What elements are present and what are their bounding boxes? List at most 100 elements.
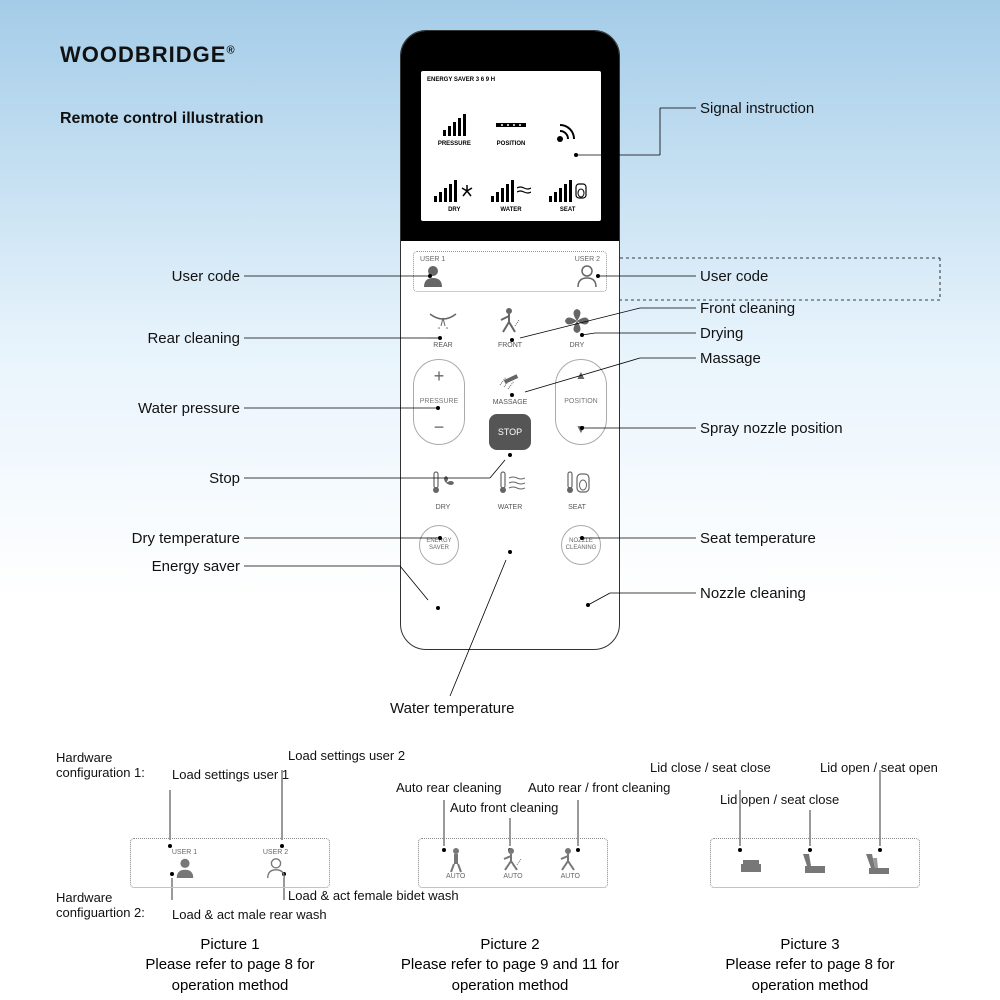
stop-button[interactable]: STOP (489, 414, 531, 450)
caption-3: Picture 3 Please refer to page 8 for oper… (680, 935, 940, 996)
nozzle-cleaning-label: NOZZLE CLEANING (566, 538, 597, 551)
lbl-male: Load & act male rear wash (172, 907, 327, 922)
cap1-title: Picture 1 (200, 936, 259, 953)
pic3-2 (790, 850, 840, 876)
picture-3 (710, 838, 920, 888)
person-icon (446, 847, 466, 873)
screen-dry: DRY (427, 149, 482, 213)
user2-button[interactable]: USER 2 (575, 256, 600, 287)
user1-label: USER 1 (420, 256, 445, 263)
remote-buttons: USER 1 USER 2 REAR FRONT DRY +PRESSURE− … (401, 241, 619, 575)
person-sit-icon (501, 847, 525, 873)
seat-temp-icon (562, 468, 592, 498)
cap2-title: Picture 2 (480, 936, 539, 953)
user2-label: USER 2 (575, 256, 600, 263)
rear-button[interactable]: REAR (413, 302, 473, 349)
nozzle-cleaning-button[interactable]: NOZZLE CLEANING (561, 525, 601, 565)
lbl-lidoc: Lid open / seat close (720, 792, 839, 807)
lbl-autorear: Auto rear cleaning (396, 780, 502, 795)
seat-label: SEAT (568, 504, 586, 511)
rear-label: REAR (433, 342, 452, 349)
cleaning-row: REAR FRONT DRY (413, 302, 607, 349)
screen-lbl-position: POSITION (497, 141, 526, 147)
plus-icon: + (434, 366, 445, 387)
lbl-drytemp: Dry temperature (132, 530, 240, 547)
dry-temp-icon (428, 468, 458, 498)
pic2-a2: AUTO (488, 847, 538, 880)
dry-label: DRY (570, 342, 585, 349)
lbl-drying: Drying (700, 325, 743, 342)
temp-row: DRY WATER SEAT (413, 464, 607, 511)
lbl-autoboth: Auto rear / front cleaning (528, 780, 670, 795)
brand-title: WOODBRIDGE® (60, 42, 236, 68)
user-row: USER 1 USER 2 (413, 251, 607, 292)
front-label: FRONT (498, 342, 522, 349)
user-filled-icon (174, 856, 196, 878)
water-temp-button[interactable]: WATER (480, 464, 540, 511)
screen-position: POSITION (484, 83, 539, 147)
user-filled-icon (421, 263, 445, 287)
front-button[interactable]: FRONT (480, 302, 540, 349)
pic2-a3: AUTO (545, 847, 595, 880)
lbl-loadu1: Load settings user 1 (172, 767, 289, 782)
pressure-rocker[interactable]: +PRESSURE− (413, 359, 465, 445)
user-outline-icon (265, 856, 287, 878)
screen-signal (540, 83, 595, 147)
screen-lbl-pressure: PRESSURE (438, 141, 471, 147)
user-outline-icon (575, 263, 599, 287)
cap3-title: Picture 3 (780, 936, 839, 953)
lbl-hw1: Hardware configuration 1: (56, 750, 145, 780)
screen-lbl-water: WATER (500, 207, 521, 213)
cap1-body: Please refer to page 8 for operation met… (145, 956, 314, 993)
lbl-usercode-l: User code (172, 268, 240, 285)
massage-icon (494, 365, 526, 391)
brand-text: WOODBRIDGE (60, 42, 226, 67)
screen-lbl-seat: SEAT (560, 207, 576, 213)
lbl-usercode-r: User code (700, 268, 768, 285)
energy-saver-label: ENERGY SAVER (426, 538, 451, 551)
lid-open-seat-open-icon (865, 850, 893, 876)
registered-mark: ® (226, 45, 235, 57)
pic2-a1-label: AUTO (446, 873, 465, 880)
picture-1: USER 1 USER 2 (130, 838, 330, 888)
remote-top: ENERGY SAVER 3 6 9 H PRESSURE POSITION D… (401, 31, 619, 241)
pic2-a2-label: AUTO (503, 873, 522, 880)
position-label: POSITION (564, 398, 597, 405)
energy-saver-button[interactable]: ENERGY SAVER (419, 525, 459, 565)
dry-button[interactable]: DRY (547, 302, 607, 349)
lbl-hw2: Hardware configuartion 2: (56, 890, 145, 920)
massage-label: MASSAGE (493, 399, 528, 406)
seat-temp-button[interactable]: SEAT (547, 464, 607, 511)
fan-icon (562, 306, 592, 336)
pressure-label: PRESSURE (420, 398, 459, 405)
user1-button[interactable]: USER 1 (420, 256, 445, 287)
lbl-nozzle: Nozzle cleaning (700, 585, 806, 602)
pic1-user1: USER 1 (160, 849, 210, 878)
lbl-autofront: Auto front cleaning (450, 800, 558, 815)
lcd-screen: ENERGY SAVER 3 6 9 H PRESSURE POSITION D… (421, 71, 601, 221)
lid-open-seat-closed-icon (801, 850, 829, 876)
rear-icon (426, 308, 460, 334)
down-arrow-icon: ▼ (575, 422, 587, 436)
massage-button[interactable]: MASSAGE (480, 359, 540, 406)
round-row: ENERGY SAVER NOZZLE CLEANING (413, 525, 607, 565)
lbl-female: Load & act female bidet wash (288, 888, 459, 903)
pic3-3 (854, 850, 904, 876)
middle-row: +PRESSURE− MASSAGE STOP ▲POSITION▼ (413, 359, 607, 450)
dry2-label: DRY (436, 504, 451, 511)
position-rocker[interactable]: ▲POSITION▼ (555, 359, 607, 445)
lbl-front: Front cleaning (700, 300, 795, 317)
subtitle: Remote control illustration (60, 110, 264, 128)
cap3-body: Please refer to page 8 for operation met… (725, 956, 894, 993)
remote-body: ENERGY SAVER 3 6 9 H PRESSURE POSITION D… (400, 30, 620, 650)
picture-2: AUTO AUTO AUTO (418, 838, 608, 888)
pic2-a3-label: AUTO (561, 873, 580, 880)
lbl-seattemp: Seat temperature (700, 530, 816, 547)
screen-pressure: PRESSURE (427, 83, 482, 147)
water-temp-icon (495, 468, 525, 498)
lbl-watertemp: Water temperature (390, 700, 515, 717)
caption-2: Picture 2Please refer to page 9 and 11 f… (380, 935, 640, 996)
pic1-u1-label: USER 1 (172, 849, 197, 856)
lbl-energy: Energy saver (152, 558, 240, 575)
dry-temp-button[interactable]: DRY (413, 464, 473, 511)
